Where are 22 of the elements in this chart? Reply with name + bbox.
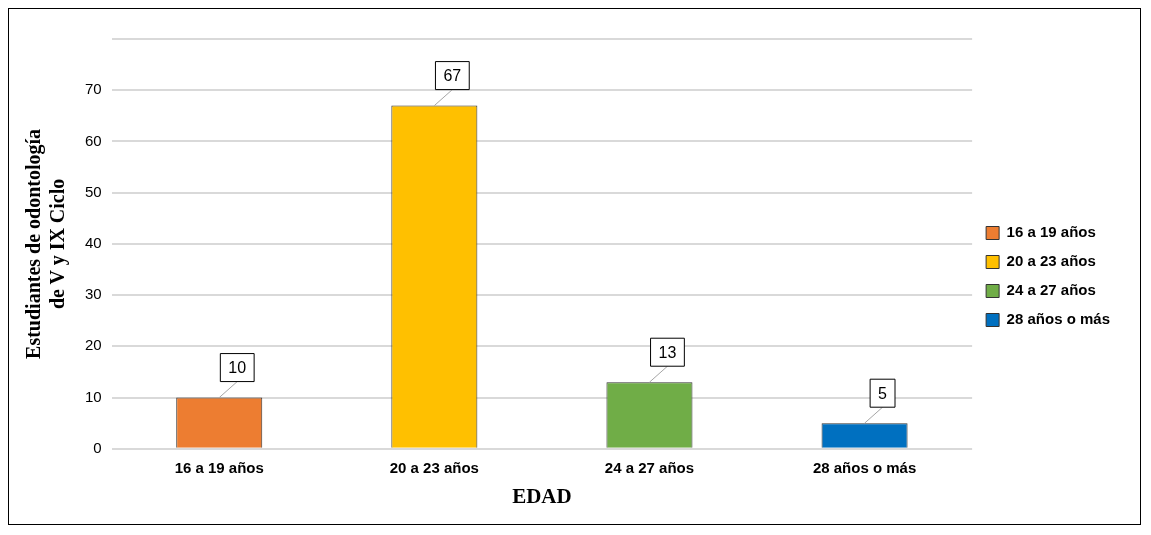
legend-label: 28 años o más	[1006, 310, 1111, 328]
data-label: 13	[658, 343, 677, 361]
x-tick-label: 24 a 27 años	[604, 458, 695, 476]
legend-label: 24 a 27 años	[1006, 281, 1096, 299]
y-tick-label: 60	[85, 131, 102, 149]
y-tick-label: 30	[85, 285, 102, 303]
y-tick-label: 20	[85, 336, 102, 354]
x-tick-label: 28 años o más	[812, 458, 917, 476]
legend-label: 16 a 19 años	[1006, 223, 1096, 241]
x-tick-label: 20 a 23 años	[389, 458, 479, 476]
data-label: 67	[443, 67, 462, 84]
data-label: 5	[878, 384, 888, 402]
y-tick-label: 0	[93, 438, 102, 456]
y-tick-label: 10	[85, 387, 102, 405]
x-axis-title: EDAD	[512, 483, 572, 508]
y-tick-label: 70	[85, 80, 102, 98]
data-label: 10	[228, 358, 247, 376]
legend-label: 20 a 23 años	[1006, 252, 1096, 270]
x-tick-label: 16 a 19 años	[174, 458, 264, 476]
y-tick-label: 40	[85, 234, 102, 252]
y-tick-label: 50	[85, 182, 102, 200]
y-axis-title: Estudiantes de odontología de V y IX Ciclo	[22, 128, 70, 359]
